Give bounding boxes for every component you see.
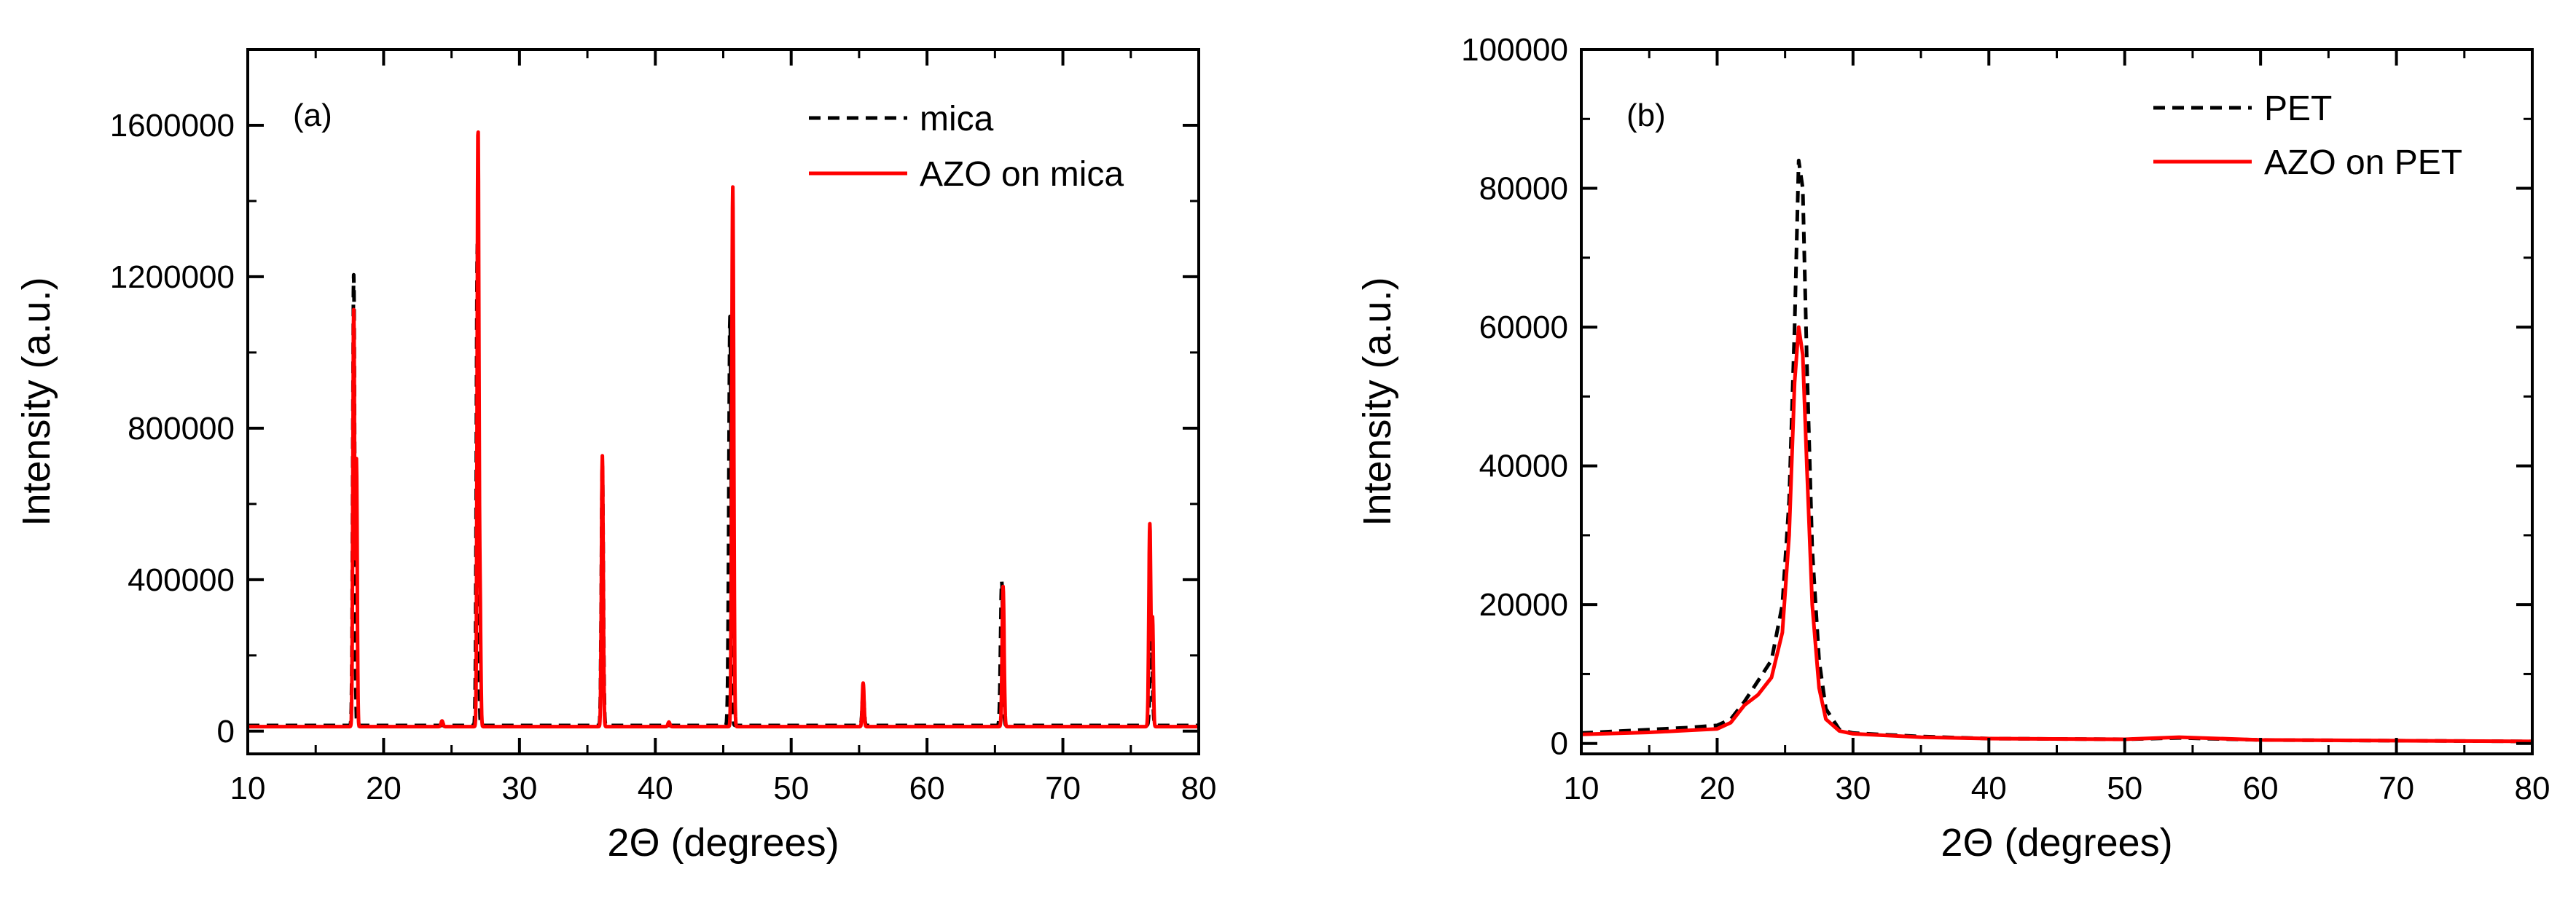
x-tick-label: 40: [1971, 771, 2007, 806]
y-tick-label: 0: [1551, 726, 1568, 762]
panel-label: (b): [1626, 98, 1666, 133]
x-tick-label: 70: [1045, 771, 1081, 806]
x-tick-label: 40: [638, 771, 673, 806]
x-tick-label: 10: [230, 771, 266, 806]
series-line-mica: [248, 243, 1199, 728]
legend-label: AZO on PET: [2264, 143, 2462, 182]
x-tick-label: 20: [1699, 771, 1735, 806]
y-tick-label: 1600000: [110, 108, 235, 143]
panel-label: (a): [293, 98, 332, 133]
x-tick-label: 10: [1564, 771, 1600, 806]
y-tick-label: 400000: [128, 562, 235, 598]
x-tick-label: 70: [2379, 771, 2414, 806]
x-tick-label: 80: [1181, 771, 1217, 806]
x-axis-title: 2Θ (degrees): [607, 821, 839, 865]
x-tick-label: 30: [1835, 771, 1871, 806]
y-tick-label: 80000: [1479, 171, 1568, 207]
x-tick-label: 30: [501, 771, 537, 806]
x-tick-label: 80: [2515, 771, 2550, 806]
x-axis-title: 2Θ (degrees): [1941, 821, 2172, 865]
x-tick-label: 60: [909, 771, 945, 806]
y-tick-label: 0: [217, 714, 235, 749]
series-line-azo-on-pet: [1581, 325, 2532, 744]
legend-label: AZO on mica: [920, 155, 1124, 194]
y-axis-title: Intensity (a.u.): [15, 277, 58, 526]
chart-panel-a: 10 20 30 40 50 60 70 80 0 400000 800000 1200000 1600…: [15, 48, 1217, 865]
y-tick-label: 800000: [128, 411, 235, 446]
y-tick-label: 20000: [1479, 587, 1568, 623]
x-tick-label: 20: [366, 771, 402, 806]
legend-label: mica: [920, 100, 994, 138]
y-tick-label: 40000: [1479, 449, 1568, 484]
y-axis-title: Intensity (a.u.): [1355, 277, 1399, 526]
y-tick-label: 1200000: [110, 259, 235, 295]
y-tick-label: 100000: [1461, 32, 1568, 68]
y-tick-label: 60000: [1479, 310, 1568, 345]
x-tick-label: 50: [2107, 771, 2142, 806]
legend-label: PET: [2264, 90, 2332, 128]
chart-panel-b: 10 20 30 40 50 60 70 80 0 20000 40000 60000 80000 100…: [1355, 32, 2550, 865]
series-line-azo-on-mica: [248, 130, 1199, 729]
x-tick-label: 60: [2243, 771, 2279, 806]
x-tick-label: 50: [773, 771, 809, 806]
series-line-pet: [1581, 158, 2532, 744]
